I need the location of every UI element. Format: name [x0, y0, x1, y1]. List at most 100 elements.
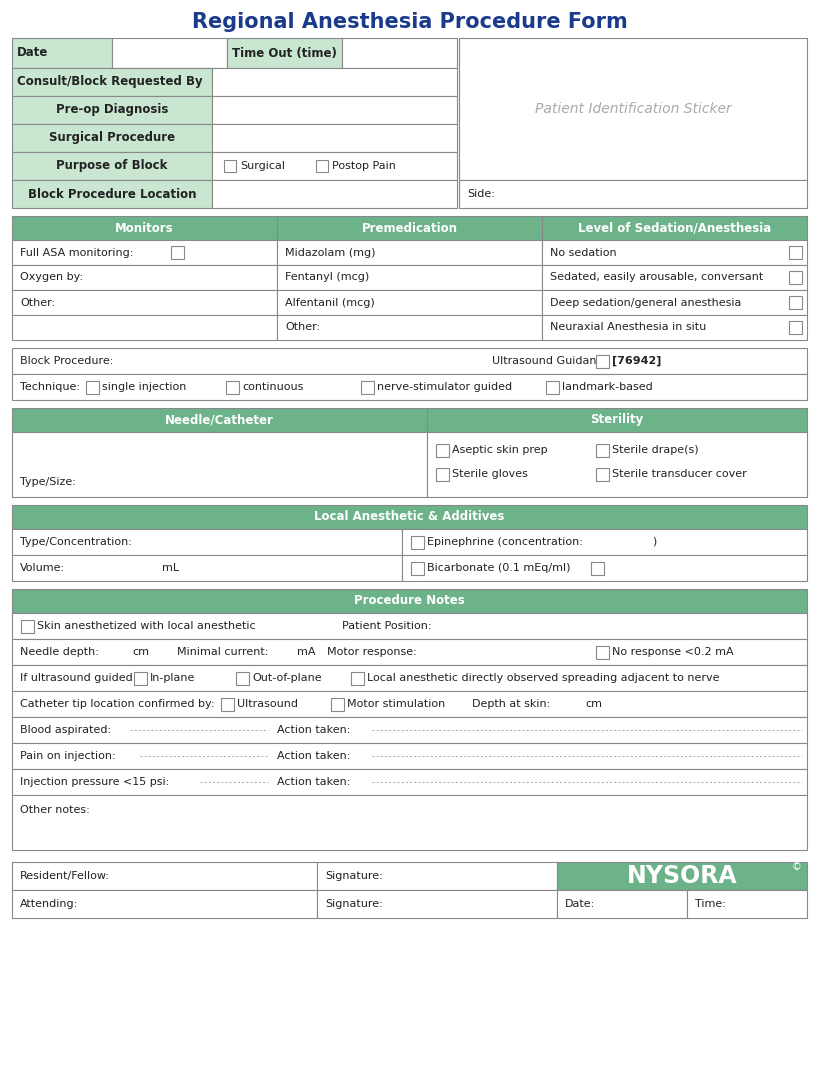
Bar: [557, 890, 687, 918]
Bar: [789, 271, 802, 284]
Text: Full ASA monitoring:: Full ASA monitoring:: [20, 247, 133, 257]
Bar: [12, 68, 212, 96]
Text: Action taken:: Action taken:: [277, 751, 351, 761]
Text: single injection: single injection: [102, 382, 187, 392]
Text: Sedated, easily arousable, conversant: Sedated, easily arousable, conversant: [550, 272, 763, 283]
Text: Attending:: Attending:: [20, 899, 79, 909]
Text: Purpose of Block: Purpose of Block: [57, 160, 168, 173]
Bar: [351, 672, 364, 685]
Text: Time Out (time): Time Out (time): [232, 46, 337, 59]
Text: Regional Anesthesia Procedure Form: Regional Anesthesia Procedure Form: [192, 12, 627, 32]
Text: Date: Date: [17, 46, 48, 59]
Bar: [12, 124, 212, 152]
Text: Other:: Other:: [20, 297, 55, 308]
Text: Skin anesthetized with local anesthetic: Skin anesthetized with local anesthetic: [37, 621, 256, 631]
Bar: [545, 380, 559, 393]
Text: Block Procedure:: Block Procedure:: [20, 356, 113, 366]
Bar: [12, 691, 807, 717]
Bar: [789, 296, 802, 309]
Bar: [220, 698, 233, 711]
Text: Level of Sedation/Anesthesia: Level of Sedation/Anesthesia: [578, 221, 771, 234]
Text: cm: cm: [132, 647, 149, 657]
Bar: [342, 38, 457, 68]
Text: Bicarbonate (0.1 mEq/ml): Bicarbonate (0.1 mEq/ml): [427, 563, 571, 573]
Bar: [12, 240, 277, 265]
Text: Monitors: Monitors: [115, 221, 174, 234]
Bar: [427, 432, 807, 497]
Text: Aseptic skin prep: Aseptic skin prep: [452, 445, 548, 455]
Bar: [277, 265, 542, 291]
Text: Premedication: Premedication: [361, 221, 458, 234]
Text: Action taken:: Action taken:: [277, 725, 351, 735]
Bar: [542, 315, 807, 340]
Bar: [595, 468, 609, 481]
Bar: [12, 315, 277, 340]
Text: Volume:: Volume:: [20, 563, 66, 573]
Text: Neuraxial Anesthesia in situ: Neuraxial Anesthesia in situ: [550, 323, 706, 333]
Bar: [459, 180, 807, 208]
Bar: [12, 38, 112, 68]
Bar: [459, 38, 807, 180]
Text: Technique:: Technique:: [20, 382, 80, 392]
Text: Fentanyl (mcg): Fentanyl (mcg): [285, 272, 369, 283]
Text: Signature:: Signature:: [325, 870, 382, 881]
Bar: [687, 890, 807, 918]
Bar: [427, 408, 807, 432]
Bar: [12, 743, 807, 769]
Text: Oxygen by:: Oxygen by:: [20, 272, 83, 283]
Bar: [20, 620, 34, 633]
Text: Surgical: Surgical: [240, 161, 285, 171]
Text: Motor stimulation: Motor stimulation: [347, 699, 446, 708]
Text: Surgical Procedure: Surgical Procedure: [49, 132, 175, 145]
Bar: [360, 380, 373, 393]
Bar: [133, 672, 147, 685]
Bar: [12, 180, 212, 208]
Bar: [12, 639, 807, 665]
Bar: [277, 216, 542, 240]
Bar: [12, 529, 402, 555]
Text: Date:: Date:: [565, 899, 595, 909]
Bar: [595, 354, 609, 367]
Text: If ultrasound guided:: If ultrasound guided:: [20, 673, 137, 683]
Bar: [212, 180, 457, 208]
Bar: [12, 890, 317, 918]
Bar: [12, 862, 317, 890]
Bar: [436, 468, 449, 481]
Text: Sterile gloves: Sterile gloves: [452, 469, 528, 480]
Bar: [12, 432, 427, 497]
Bar: [402, 555, 807, 581]
Text: ©: ©: [791, 862, 801, 872]
Bar: [12, 795, 807, 850]
Text: Patient Position:: Patient Position:: [342, 621, 432, 631]
Text: Out-of-plane: Out-of-plane: [252, 673, 322, 683]
Text: Needle/Catheter: Needle/Catheter: [165, 414, 274, 427]
Bar: [236, 672, 248, 685]
Text: Minimal current:: Minimal current:: [177, 647, 269, 657]
Text: NYSORA: NYSORA: [627, 864, 737, 888]
Text: Local Anesthetic & Additives: Local Anesthetic & Additives: [314, 511, 505, 524]
Bar: [212, 96, 457, 124]
Bar: [12, 717, 807, 743]
Bar: [12, 769, 807, 795]
Text: Consult/Block Requested By: Consult/Block Requested By: [17, 76, 202, 89]
Text: Postop Pain: Postop Pain: [332, 161, 396, 171]
Text: Motor response:: Motor response:: [327, 647, 417, 657]
Text: Type/Size:: Type/Size:: [20, 477, 76, 487]
Bar: [789, 246, 802, 259]
Text: Ultrasound Guidance: Ultrasound Guidance: [492, 356, 609, 366]
Bar: [436, 444, 449, 457]
Bar: [212, 124, 457, 152]
Bar: [331, 698, 343, 711]
Bar: [277, 315, 542, 340]
Bar: [317, 862, 557, 890]
Text: nerve-stimulator guided: nerve-stimulator guided: [377, 382, 512, 392]
Bar: [277, 291, 542, 315]
Bar: [316, 160, 328, 172]
Bar: [590, 562, 604, 575]
Bar: [317, 890, 557, 918]
Bar: [595, 444, 609, 457]
Text: Needle depth:: Needle depth:: [20, 647, 99, 657]
Bar: [557, 862, 807, 890]
Bar: [225, 380, 238, 393]
Text: Signature:: Signature:: [325, 899, 382, 909]
